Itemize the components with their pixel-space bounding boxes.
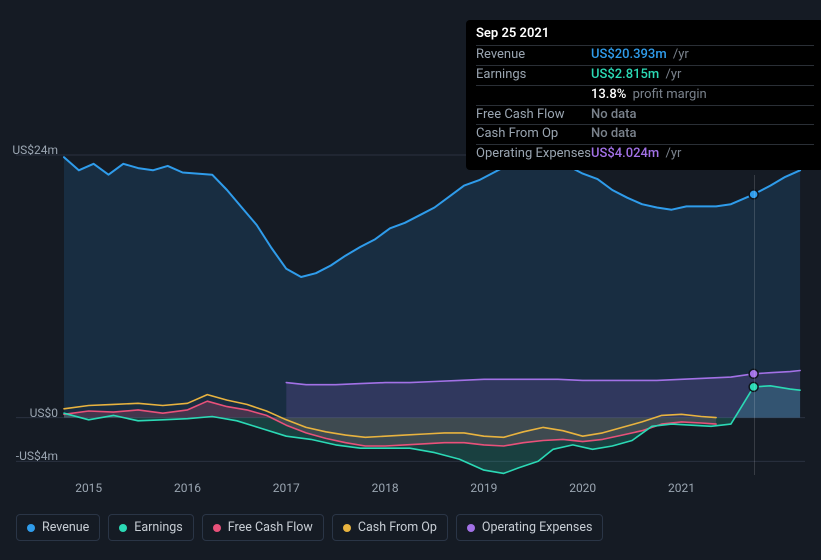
x-tick-label: 2018 [372, 481, 399, 495]
legend-item-earnings[interactable]: Earnings [108, 514, 193, 541]
tooltip-row-label: Earnings [476, 67, 591, 84]
tooltip-row-label: Cash From Op [476, 126, 591, 143]
legend-label: Operating Expenses [482, 520, 593, 535]
legend-label: Free Cash Flow [228, 520, 313, 535]
chart-tooltip: Sep 25 2021 RevenueUS$20.393m /yrEarning… [466, 20, 821, 170]
legend-dot-icon [343, 524, 351, 532]
y-tick-label: -US$4m [8, 449, 58, 463]
x-tick-label: 2017 [273, 481, 300, 495]
tooltip-row-label [476, 87, 591, 104]
y-tick-label: US$24m [8, 143, 58, 157]
x-tick-label: 2016 [174, 481, 201, 495]
legend-label: Earnings [134, 520, 182, 535]
legend-label: Cash From Op [358, 520, 437, 535]
chart-legend: Revenue Earnings Free Cash Flow Cash From O… [16, 514, 603, 541]
x-tick-label: 2021 [668, 481, 695, 495]
tooltip-row-value: 13.8% profit margin [591, 87, 707, 104]
x-tick-label: 2019 [470, 481, 497, 495]
tooltip-row: Free Cash FlowNo data [476, 105, 814, 125]
tooltip-row-value: US$4.024m /yr [591, 146, 681, 163]
x-tick-label: 2015 [75, 481, 102, 495]
tooltip-date: Sep 25 2021 [476, 26, 814, 45]
legend-item-cashop[interactable]: Cash From Op [332, 514, 448, 541]
legend-dot-icon [119, 524, 127, 532]
x-tick-label: 2020 [569, 481, 596, 495]
tooltip-row-label: Operating Expenses [476, 146, 591, 163]
legend-dot-icon [467, 524, 475, 532]
legend-dot-icon [213, 524, 221, 532]
y-tick-label: US$0 [8, 406, 58, 420]
tooltip-row: Operating ExpensesUS$4.024m /yr [476, 144, 814, 164]
tooltip-row: Cash From OpNo data [476, 124, 814, 144]
legend-item-opex[interactable]: Operating Expenses [456, 514, 604, 541]
financials-chart[interactable]: US$24mUS$0-US$4m 20152016201720182019202… [16, 155, 805, 475]
legend-label: Revenue [42, 520, 89, 535]
tooltip-row-value: No data [591, 126, 637, 143]
legend-dot-icon [27, 524, 35, 532]
tooltip-row-label: Revenue [476, 47, 591, 64]
tooltip-row-value: US$2.815m /yr [591, 67, 681, 84]
legend-item-revenue[interactable]: Revenue [16, 514, 100, 541]
tooltip-row: 13.8% profit margin [476, 85, 814, 105]
tooltip-row-value: US$20.393m /yr [591, 47, 689, 64]
tooltip-row: EarningsUS$2.815m /yr [476, 65, 814, 85]
tooltip-row-value: No data [591, 107, 637, 124]
legend-item-freecf[interactable]: Free Cash Flow [202, 514, 324, 541]
tooltip-row: RevenueUS$20.393m /yr [476, 45, 814, 65]
hover-marker-line [754, 175, 755, 475]
tooltip-row-label: Free Cash Flow [476, 107, 591, 124]
